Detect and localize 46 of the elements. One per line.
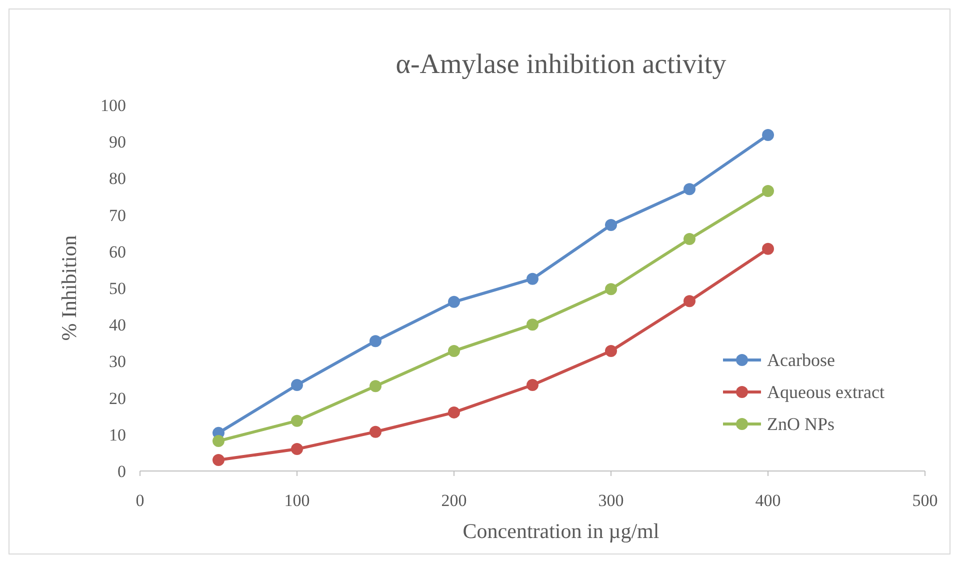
point (370, 335, 382, 348)
point (684, 232, 696, 245)
point (684, 183, 696, 196)
point (605, 219, 617, 232)
y-tick-label: 40 (109, 316, 126, 335)
x-tick-label: 300 (598, 491, 624, 510)
y-axis-title: % Inhibition (57, 234, 81, 341)
point (605, 344, 617, 357)
point (526, 318, 538, 331)
y-tick-label: 50 (109, 279, 126, 298)
point (448, 344, 460, 357)
x-tick-label: 400 (755, 491, 781, 510)
y-tick-label: 90 (109, 132, 126, 152)
y-tick-label: 20 (109, 388, 126, 408)
x-tick-label: 100 (284, 491, 310, 510)
y-tick-label: 100 (100, 96, 126, 115)
point (448, 406, 460, 418)
point (605, 283, 617, 296)
point (448, 296, 460, 308)
y-tick-label: 60 (109, 242, 126, 262)
point (762, 129, 774, 142)
y-tick-label: 80 (109, 169, 126, 188)
point (370, 426, 382, 438)
point (526, 378, 538, 391)
legend-label: ZnO NPs (767, 414, 835, 434)
legend-label: Aqueous extract (767, 382, 884, 402)
point (291, 443, 303, 456)
point (370, 380, 382, 392)
point (212, 434, 224, 447)
y-tick-label: 10 (109, 425, 126, 444)
chart-title: α-Amylase inhibition activity (396, 49, 726, 80)
point (684, 295, 696, 308)
y-tick-label: 30 (109, 352, 126, 372)
point (762, 242, 774, 255)
point (291, 414, 303, 427)
point (212, 454, 224, 466)
point (762, 185, 774, 198)
point (526, 272, 538, 285)
legend-label: Acarbose (767, 350, 835, 370)
y-tick-label: 0 (118, 462, 126, 481)
x-tick-label: 200 (441, 491, 467, 510)
y-tick-label: 70 (109, 206, 126, 225)
x-tick-label: 0 (136, 491, 144, 510)
x-axis-title: Concentration in µg/ml (462, 519, 660, 543)
x-tick-label: 500 (912, 491, 938, 510)
point (291, 378, 303, 391)
